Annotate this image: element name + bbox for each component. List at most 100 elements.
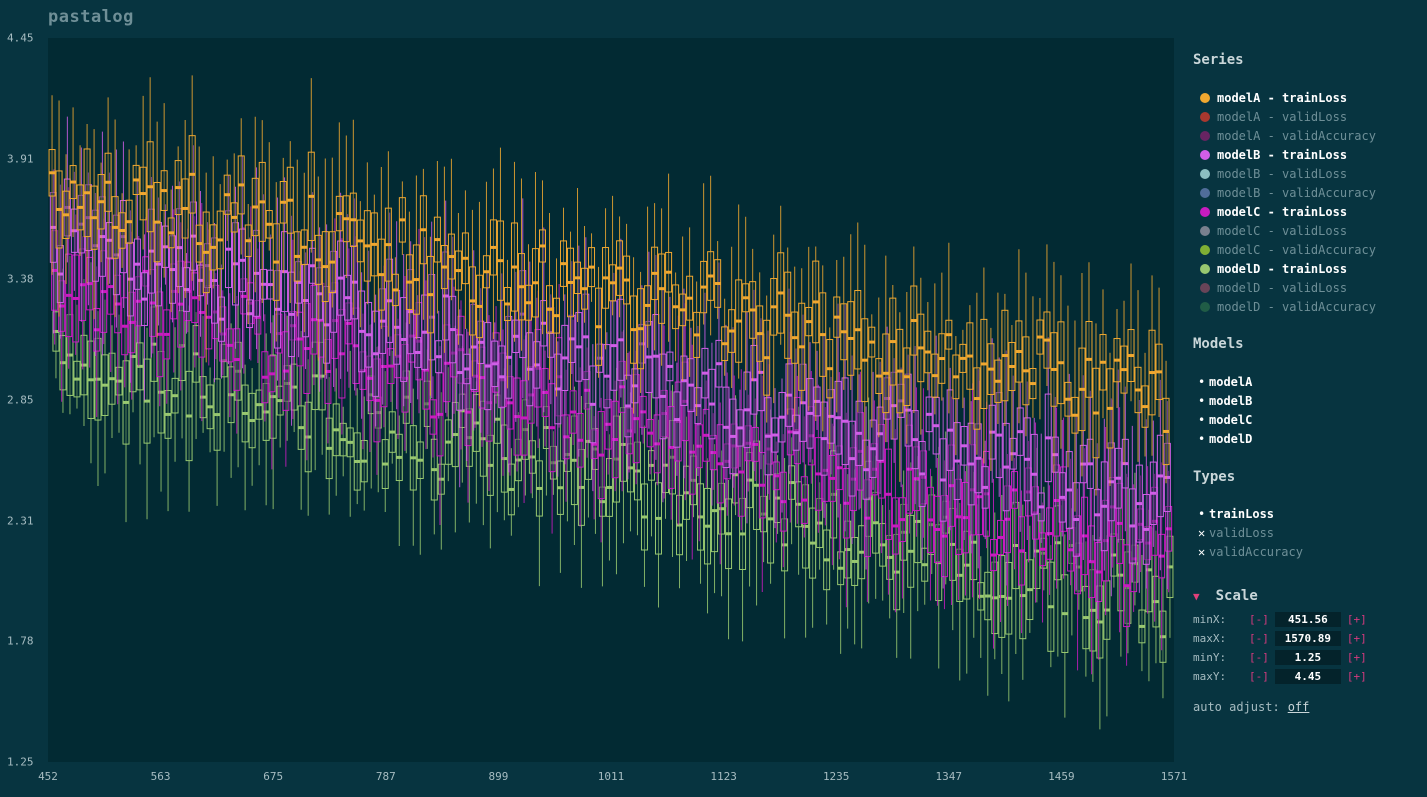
candle-mark: [440, 166, 448, 353]
scale-value-input[interactable]: 1570.89: [1274, 630, 1341, 646]
candle-mark: [258, 120, 266, 303]
candle-mark: [48, 95, 56, 275]
candle-mark: [1085, 262, 1093, 463]
x-tick-label: 1011: [597, 770, 625, 783]
scale-value-input[interactable]: 451.56: [1274, 611, 1341, 627]
candle-mark: [806, 342, 814, 463]
candle-mark: [353, 388, 361, 505]
model-filter-item[interactable]: • modelA: [1198, 375, 1252, 389]
candle-mark: [1044, 337, 1052, 537]
candle-mark: [237, 118, 245, 255]
candle-mark: [805, 246, 813, 411]
candle-mark: [1162, 360, 1170, 484]
candle-mark: [605, 434, 613, 561]
series-item[interactable]: modelB - trainLoss: [1200, 147, 1347, 163]
x-tick-label: 452: [38, 770, 58, 783]
candle-mark: [638, 285, 646, 435]
candle-mark: [956, 502, 964, 681]
candle-mark: [1029, 296, 1037, 418]
series-item[interactable]: modelC - trainLoss: [1200, 204, 1347, 220]
candle-mark: [199, 316, 207, 433]
candle-mark: [988, 338, 996, 483]
candle-mark: [750, 289, 758, 472]
candle-mark: [112, 149, 120, 328]
scale-increase-button[interactable]: [+]: [1346, 631, 1367, 645]
candle-mark: [171, 327, 179, 462]
candle-mark: [561, 294, 569, 465]
series-item[interactable]: modelC - validAccuracy: [1200, 242, 1376, 258]
type-filter-label: validAccuracy: [1209, 545, 1303, 559]
series-label: modelB - trainLoss: [1217, 148, 1348, 162]
candle-mark: [1135, 399, 1143, 593]
candle-mark: [672, 272, 680, 362]
scale-increase-button[interactable]: [+]: [1346, 612, 1367, 626]
candle-mark: [178, 266, 186, 439]
scale-decrease-button[interactable]: [-]: [1249, 631, 1269, 645]
candle-mark: [507, 448, 515, 536]
scale-name: minX:: [1193, 612, 1227, 626]
candle-mark: [1023, 381, 1031, 541]
scale-value-input[interactable]: 4.45: [1274, 668, 1341, 684]
candle-mark: [921, 499, 929, 605]
candle-mark: [760, 454, 768, 563]
plot-area[interactable]: [48, 38, 1174, 762]
candle-mark: [377, 167, 385, 329]
auto-adjust-toggle[interactable]: off: [1287, 700, 1310, 714]
series-color-dot-icon: [1200, 264, 1210, 274]
series-group: [48, 75, 1170, 512]
candle-mark: [111, 119, 119, 318]
series-item[interactable]: modelD - validAccuracy: [1200, 299, 1376, 315]
candle-mark: [848, 355, 856, 544]
scale-value-input[interactable]: 1.25: [1274, 649, 1341, 665]
series-item[interactable]: modelC - validLoss: [1200, 223, 1347, 239]
candle-mark: [779, 434, 787, 568]
candle-mark: [898, 484, 906, 599]
series-item[interactable]: modelB - validLoss: [1200, 166, 1347, 182]
candle-mark: [989, 478, 997, 649]
scale-decrease-button[interactable]: [-]: [1249, 612, 1269, 626]
candle-mark: [101, 299, 109, 474]
candle-mark: [772, 441, 780, 543]
series-item[interactable]: modelD - trainLoss: [1200, 261, 1347, 277]
candle-mark: [76, 145, 84, 256]
model-filter-item[interactable]: • modelB: [1198, 394, 1252, 408]
model-filter-item[interactable]: • modelC: [1198, 413, 1252, 427]
candle-mark: [799, 314, 807, 463]
candle-mark: [210, 222, 218, 383]
candle-mark: [647, 391, 655, 537]
candle-mark: [387, 336, 395, 402]
scale-decrease-button[interactable]: [-]: [1249, 669, 1269, 683]
candle-mark: [1142, 419, 1150, 589]
candle-mark: [1113, 309, 1121, 409]
series-item[interactable]: modelA - validAccuracy: [1200, 128, 1376, 144]
scale-increase-button[interactable]: [+]: [1346, 650, 1367, 664]
type-filter-item[interactable]: ✕ validAccuracy: [1198, 545, 1303, 559]
series-item[interactable]: modelA - trainLoss: [1200, 90, 1347, 106]
model-filter-item[interactable]: • modelD: [1198, 432, 1252, 446]
type-filter-item[interactable]: ✕ validLoss: [1198, 526, 1274, 540]
series-item[interactable]: modelD - validLoss: [1200, 280, 1347, 296]
scale-row: maxX: [-] 1570.89 [+]: [1193, 630, 1367, 646]
candle-mark: [809, 459, 817, 628]
candle-mark: [729, 327, 737, 488]
series-item[interactable]: modelB - validAccuracy: [1200, 185, 1376, 201]
candle-mark: [1158, 462, 1166, 651]
x-tick-label: 787: [375, 770, 396, 783]
scale-increase-button[interactable]: [+]: [1346, 669, 1367, 683]
series-color-dot-icon: [1200, 283, 1210, 293]
candle-mark: [609, 195, 617, 316]
scale-toggle[interactable]: ▼ Scale: [1193, 588, 1258, 604]
candle-mark: [1123, 473, 1131, 666]
candle-mark: [743, 312, 751, 524]
candle-mark: [926, 468, 934, 601]
candlestick-chart[interactable]: [48, 38, 1174, 762]
candle-mark: [687, 327, 695, 482]
candle-mark: [260, 194, 268, 322]
scale-decrease-button[interactable]: [-]: [1249, 650, 1269, 664]
candle-mark: [337, 192, 345, 379]
series-item[interactable]: modelA - validLoss: [1200, 109, 1347, 125]
candle-mark: [847, 234, 855, 391]
type-filter-item[interactable]: • trainLoss: [1198, 507, 1274, 521]
candle-mark: [998, 495, 1006, 675]
